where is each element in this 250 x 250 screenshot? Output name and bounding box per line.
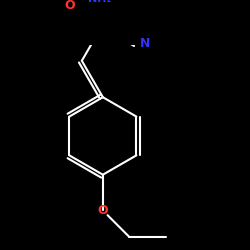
Text: O: O <box>64 0 75 12</box>
Text: O: O <box>98 204 108 217</box>
Text: N: N <box>140 37 150 50</box>
Text: NH₂: NH₂ <box>88 0 112 4</box>
